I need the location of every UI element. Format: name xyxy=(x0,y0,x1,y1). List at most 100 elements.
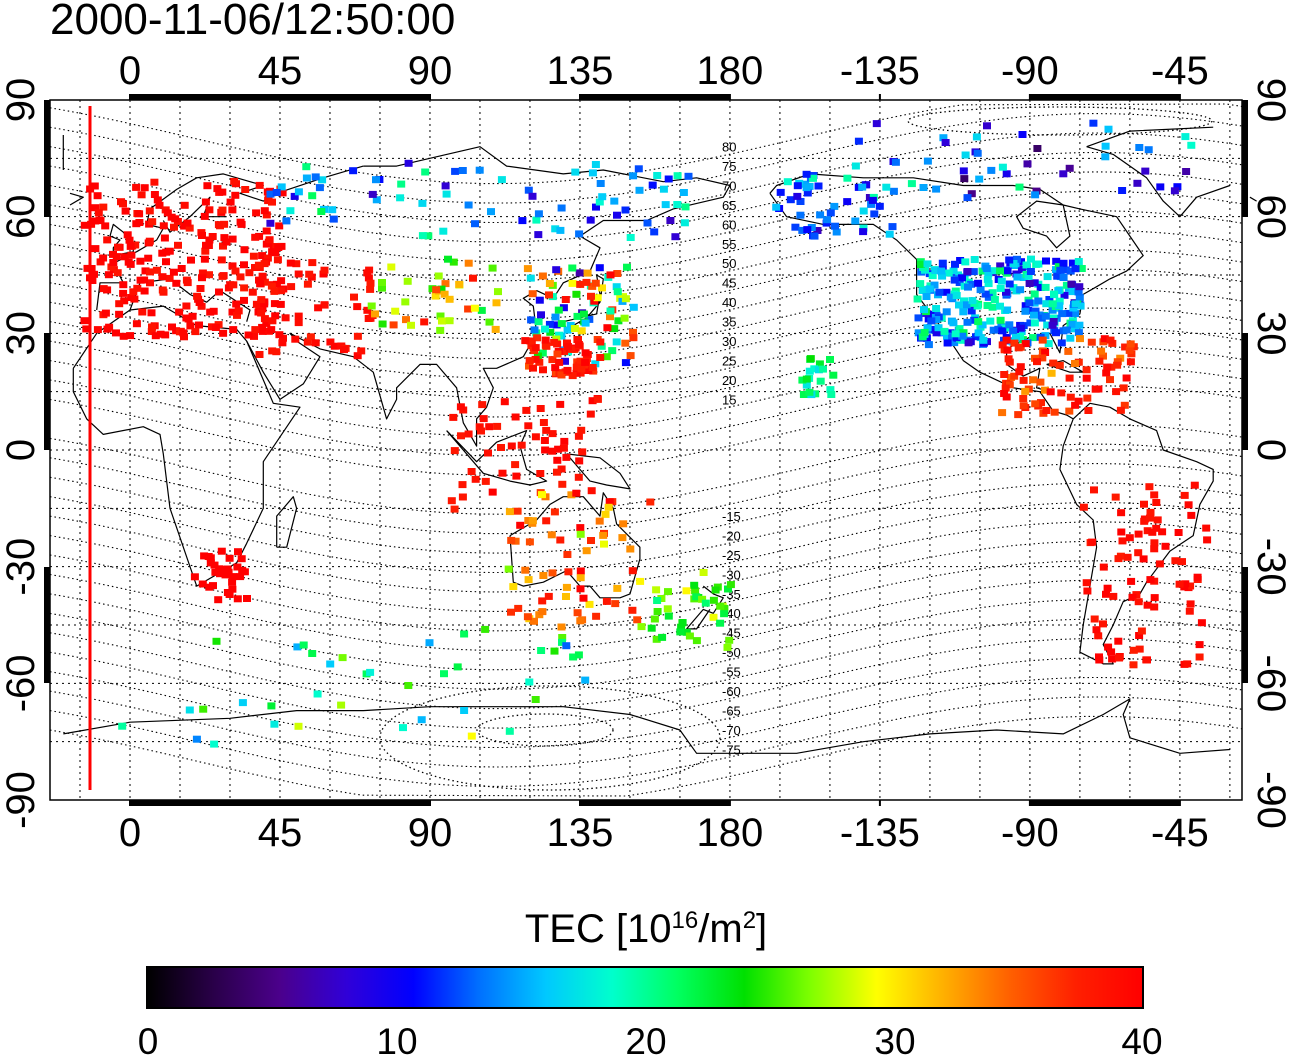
tec-point xyxy=(272,189,281,196)
contour-label: -65 xyxy=(722,703,741,718)
tec-point xyxy=(364,315,373,322)
tec-point xyxy=(826,386,835,394)
tec-point xyxy=(353,352,362,360)
tec-point xyxy=(1101,153,1110,161)
tec-point xyxy=(1052,257,1061,265)
tec-point xyxy=(1103,584,1112,592)
tec-point xyxy=(1026,268,1035,275)
tec-point xyxy=(531,344,540,352)
tec-point xyxy=(570,325,579,332)
lon-tick-label-top: 135 xyxy=(547,49,614,93)
tec-point xyxy=(942,308,951,316)
lat-tick-label-left: -90 xyxy=(0,771,43,829)
tec-point xyxy=(464,430,473,438)
tec-point xyxy=(553,456,562,464)
tec-point xyxy=(1082,366,1091,374)
tec-point xyxy=(401,298,410,306)
tec-point xyxy=(606,271,615,279)
tec-point xyxy=(621,339,630,347)
tec-point xyxy=(525,678,534,686)
tec-point xyxy=(138,308,147,316)
tec-point xyxy=(923,157,932,165)
tec-point xyxy=(251,326,260,334)
right-axis-bar xyxy=(1242,567,1248,683)
tec-point xyxy=(691,587,700,595)
tec-point xyxy=(608,347,617,355)
tec-point xyxy=(208,233,217,240)
tec-point xyxy=(603,324,612,332)
tec-point xyxy=(440,290,449,298)
tec-point xyxy=(914,329,923,337)
tec-point xyxy=(550,647,559,655)
tec-point xyxy=(581,349,590,357)
tec-point xyxy=(1134,598,1143,606)
tec-point xyxy=(158,286,167,294)
tec-point xyxy=(716,619,725,627)
tec-point xyxy=(528,290,537,298)
tec-point xyxy=(556,536,565,544)
tec-point xyxy=(983,122,991,130)
tec-point xyxy=(1068,320,1077,328)
tec-point xyxy=(308,192,317,200)
tec-point xyxy=(455,280,464,288)
tec-point xyxy=(217,256,226,264)
tec-point xyxy=(340,346,348,354)
tec-point xyxy=(378,284,386,292)
tec-point xyxy=(1000,371,1009,378)
tec-point xyxy=(1175,580,1184,588)
tec-point xyxy=(109,259,118,266)
tec-point xyxy=(1064,309,1073,317)
tec-point xyxy=(1118,187,1127,194)
lon-tick-label-top: -45 xyxy=(1151,49,1209,93)
tec-point xyxy=(776,188,785,196)
tec-point xyxy=(198,232,206,239)
tec-point xyxy=(1184,501,1193,509)
tec-point xyxy=(293,643,302,651)
tec-point xyxy=(213,185,222,193)
tec-point xyxy=(366,285,375,293)
tec-point xyxy=(240,284,249,292)
tec-point xyxy=(564,568,573,576)
tec-point xyxy=(475,166,484,174)
tec-point xyxy=(112,253,121,261)
tec-point xyxy=(647,624,656,632)
tec-point xyxy=(974,318,983,326)
tec-point xyxy=(538,608,547,616)
tec-point xyxy=(577,426,586,434)
tec-point xyxy=(576,357,585,365)
lon-tick-label-bottom: -135 xyxy=(840,811,920,855)
tec-point xyxy=(1059,170,1068,178)
tec-point xyxy=(1003,267,1012,275)
tec-point xyxy=(970,256,979,263)
tec-point xyxy=(93,326,102,334)
tec-point xyxy=(119,200,127,208)
tec-point xyxy=(653,172,662,179)
tec-point xyxy=(512,472,521,480)
tec-point xyxy=(600,540,608,548)
tec-point xyxy=(943,339,952,347)
tec-point xyxy=(925,285,934,293)
tec-point xyxy=(942,288,951,296)
tec-point xyxy=(148,218,157,226)
magnetic-latitude-contour xyxy=(49,579,1243,671)
tec-point xyxy=(99,285,108,293)
tec-point xyxy=(255,181,264,189)
tec-point xyxy=(1009,260,1018,267)
tec-point xyxy=(1014,344,1023,352)
tec-point xyxy=(1042,407,1051,414)
tec-point xyxy=(1075,321,1084,329)
tec-point xyxy=(1018,131,1027,138)
tec-point xyxy=(243,595,251,602)
tec-point xyxy=(1107,363,1116,371)
tec-point xyxy=(595,198,604,206)
tec-point xyxy=(1180,583,1189,591)
tec-point xyxy=(258,252,267,260)
tec-point xyxy=(140,184,149,192)
contour-label: 25 xyxy=(722,353,736,368)
tec-point xyxy=(629,328,637,336)
tec-point xyxy=(1065,164,1074,172)
tec-point xyxy=(605,498,614,506)
tec-point xyxy=(664,175,673,183)
tec-point xyxy=(217,547,226,555)
tec-point xyxy=(613,584,622,592)
